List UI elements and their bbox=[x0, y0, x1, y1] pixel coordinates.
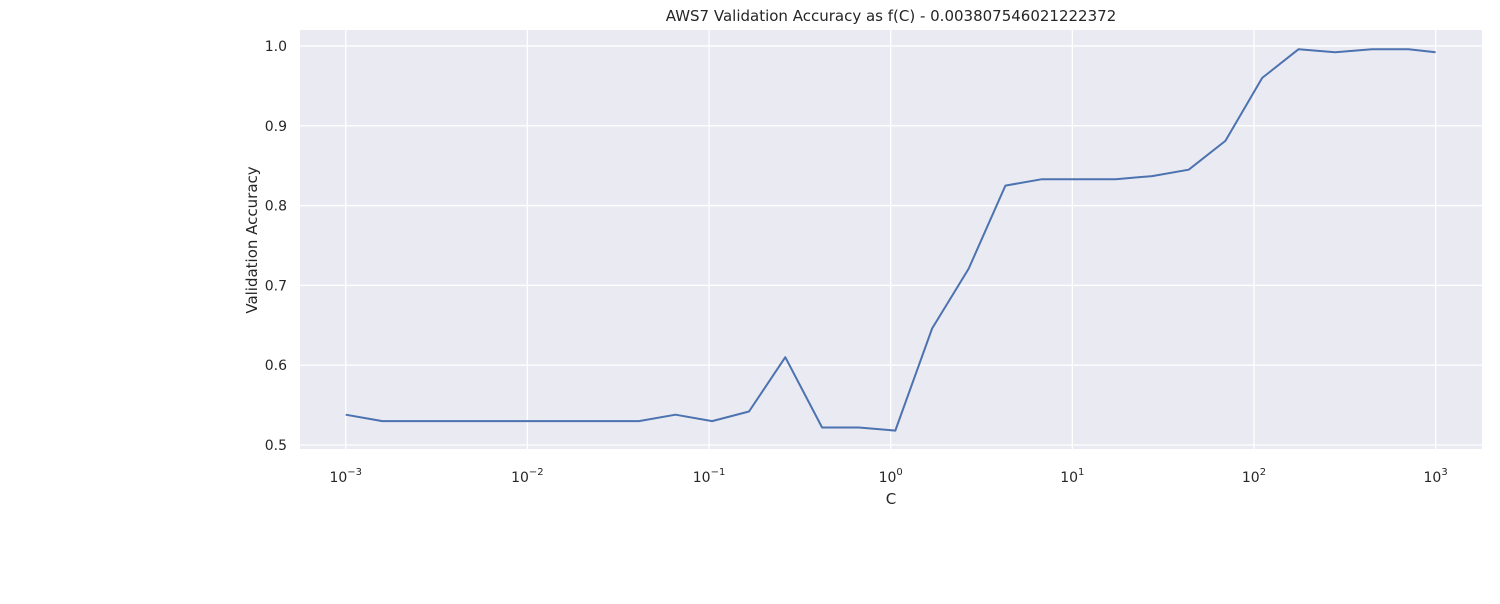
x-axis-label: C bbox=[886, 490, 896, 508]
series-layer bbox=[345, 48, 1436, 432]
grid bbox=[300, 30, 1482, 449]
x-tick-exponent: 3 bbox=[1441, 467, 1447, 478]
x-tick-label: 100 bbox=[879, 467, 903, 486]
x-tick-base: 10 bbox=[1060, 470, 1078, 486]
y-tick-label: 0.8 bbox=[265, 199, 287, 215]
x-tick-base: 10 bbox=[879, 470, 897, 486]
y-tick-label: 0.6 bbox=[265, 358, 287, 374]
x-tick-exponent: −1 bbox=[711, 467, 726, 478]
x-axis-ticks: 10−3 10−2 10−1 100 101 102 103 bbox=[329, 467, 1447, 486]
x-tick-exponent: −3 bbox=[347, 467, 362, 478]
x-tick-base: 10 bbox=[693, 470, 711, 486]
x-tick-base: 10 bbox=[1242, 470, 1260, 486]
y-axis-label: Validation Accuracy bbox=[243, 166, 261, 313]
x-tick-label: 101 bbox=[1060, 467, 1084, 486]
y-tick-label: 0.7 bbox=[265, 278, 287, 294]
x-tick-exponent: 2 bbox=[1260, 467, 1266, 478]
y-tick-label: 0.5 bbox=[265, 438, 287, 454]
chart-title: AWS7 Validation Accuracy as f(C) - 0.003… bbox=[666, 7, 1116, 25]
x-tick-exponent: −2 bbox=[529, 467, 544, 478]
x-tick-label: 102 bbox=[1242, 467, 1266, 486]
y-axis-ticks: 0.5 0.6 0.7 0.8 0.9 1.0 bbox=[265, 39, 287, 454]
x-tick-label: 10−1 bbox=[693, 467, 726, 486]
x-tick-exponent: 1 bbox=[1078, 467, 1084, 478]
x-tick-label: 10−3 bbox=[329, 467, 362, 486]
x-tick-base: 10 bbox=[511, 470, 529, 486]
x-tick-exponent: 0 bbox=[896, 467, 902, 478]
x-tick-label: 10−2 bbox=[511, 467, 544, 486]
series-line bbox=[345, 48, 1436, 432]
x-tick-base: 10 bbox=[329, 470, 347, 486]
y-tick-label: 1.0 bbox=[265, 39, 287, 55]
y-tick-label: 0.9 bbox=[265, 119, 287, 135]
x-tick-base: 10 bbox=[1424, 470, 1442, 486]
x-tick-label: 103 bbox=[1424, 467, 1448, 486]
